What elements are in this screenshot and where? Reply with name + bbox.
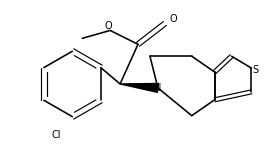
Text: N: N — [154, 83, 161, 93]
Text: Cl: Cl — [52, 130, 61, 141]
Text: O: O — [104, 22, 112, 32]
Text: S: S — [252, 65, 258, 75]
Polygon shape — [120, 83, 158, 92]
Text: O: O — [169, 14, 177, 24]
